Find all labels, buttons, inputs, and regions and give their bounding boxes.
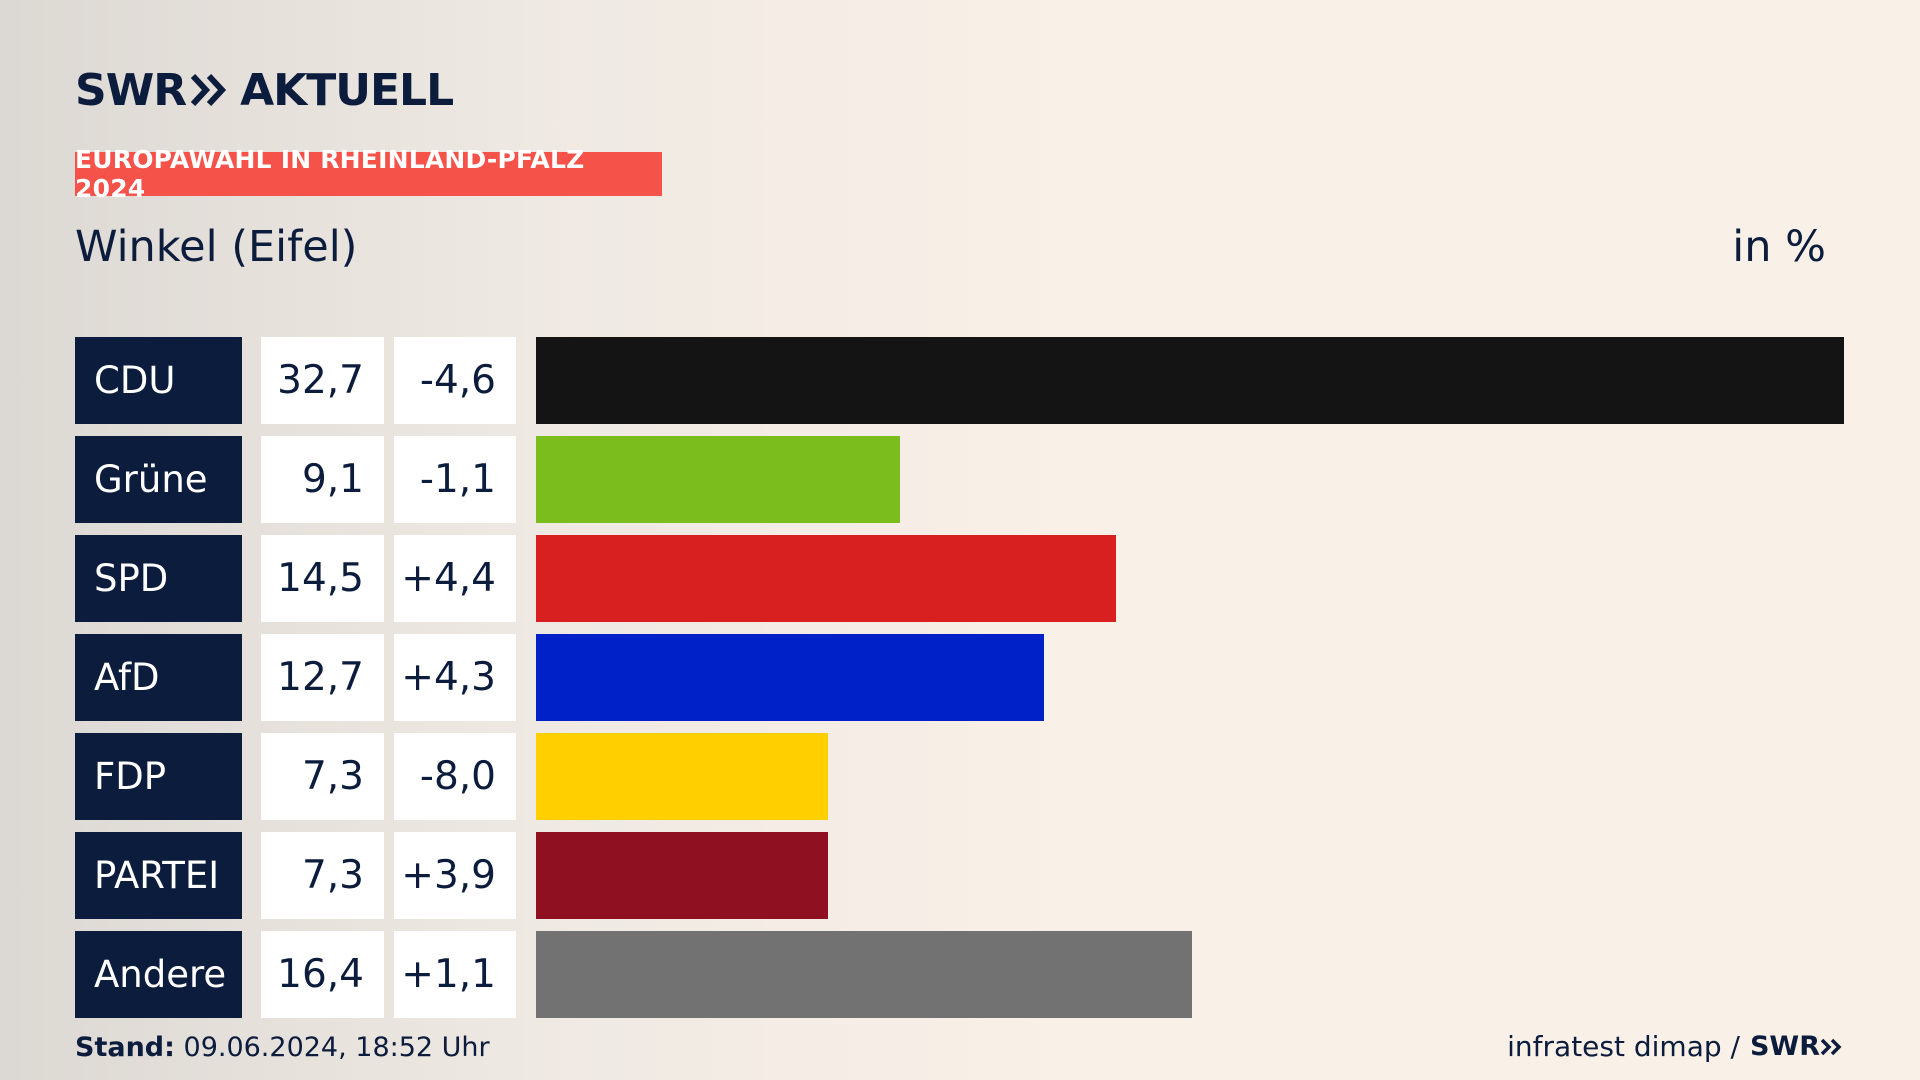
- unit-label: in %: [1732, 222, 1826, 272]
- double-chevron-right-icon: [190, 72, 228, 108]
- swr-aktuell-logo: SWR AKTUELL: [75, 64, 454, 116]
- result-row: Grüne 9,1 -1,1: [75, 436, 1845, 523]
- vote-change-value: -4,6: [394, 337, 516, 424]
- vote-change-value: -1,1: [394, 436, 516, 523]
- result-row: Andere 16,4 +1,1: [75, 931, 1845, 1018]
- vote-change-value: -8,0: [394, 733, 516, 820]
- vote-change-value: +4,4: [394, 535, 516, 622]
- source-logo-text: SWR: [1749, 1031, 1820, 1062]
- logo-swr-text: SWR: [75, 64, 187, 116]
- party-label: Grüne: [75, 436, 242, 523]
- result-row: AfD 12,7 +4,3: [75, 634, 1845, 721]
- stand-value: 09.06.2024, 18:52 Uhr: [183, 1032, 490, 1063]
- source-credit: infratest dimap / SWR: [1507, 1030, 1844, 1063]
- result-bar: [536, 832, 828, 919]
- vote-change-value: +3,9: [394, 832, 516, 919]
- result-bar: [536, 733, 828, 820]
- vote-share-value: 7,3: [261, 733, 384, 820]
- result-bar: [536, 634, 1044, 721]
- result-row: CDU 32,7 -4,6: [75, 337, 1845, 424]
- vote-share-value: 14,5: [261, 535, 384, 622]
- stand-label: Stand:: [75, 1032, 175, 1063]
- timestamp: Stand: 09.06.2024, 18:52 Uhr: [75, 1032, 490, 1063]
- result-bar: [536, 535, 1116, 622]
- vote-share-value: 32,7: [261, 337, 384, 424]
- result-bar: [536, 931, 1192, 1018]
- party-label: Andere: [75, 931, 242, 1018]
- vote-change-value: +1,1: [394, 931, 516, 1018]
- logo-aktuell-text: AKTUELL: [240, 64, 454, 116]
- source-logo: SWR: [1750, 1031, 1844, 1062]
- vote-share-value: 9,1: [261, 436, 384, 523]
- vote-share-value: 7,3: [261, 832, 384, 919]
- election-badge: EUROPAWAHL IN RHEINLAND-PFALZ 2024: [75, 145, 662, 203]
- vote-change-value: +4,3: [394, 634, 516, 721]
- party-label: FDP: [75, 733, 242, 820]
- source-text: infratest dimap /: [1507, 1030, 1740, 1063]
- party-label: SPD: [75, 535, 242, 622]
- vote-share-value: 12,7: [261, 634, 384, 721]
- double-chevron-right-icon: [1820, 1038, 1842, 1055]
- result-row: FDP 7,3 -8,0: [75, 733, 1845, 820]
- result-row: PARTEI 7,3 +3,9: [75, 832, 1845, 919]
- result-bar: [536, 337, 1844, 424]
- result-row: SPD 14,5 +4,4: [75, 535, 1845, 622]
- chart-subtitle: Winkel (Eifel): [75, 222, 358, 272]
- party-label: AfD: [75, 634, 242, 721]
- party-label: CDU: [75, 337, 242, 424]
- result-bar: [536, 436, 900, 523]
- vote-share-value: 16,4: [261, 931, 384, 1018]
- party-label: PARTEI: [75, 832, 242, 919]
